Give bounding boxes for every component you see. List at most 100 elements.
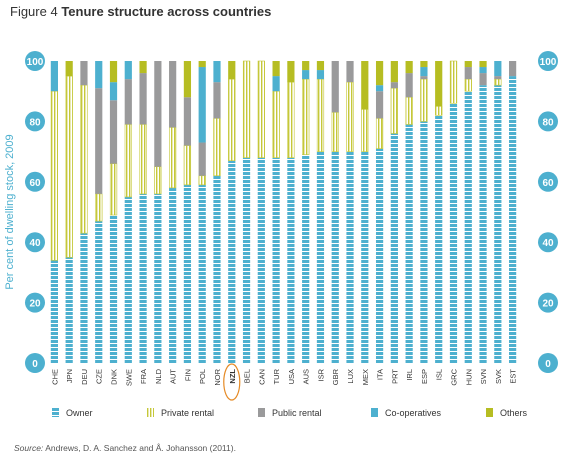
bar-segment-others-fra (139, 61, 147, 74)
bar-segment-private-rental-prt (390, 88, 398, 134)
bar-segment-private-rental-fin (183, 145, 192, 185)
category-label-nzl: NZL (228, 369, 237, 384)
category-label-che: CHE (50, 369, 59, 385)
bar-segment-private-rental-nzl (228, 79, 236, 161)
bar-segment-private-rental-irl (405, 97, 413, 125)
bar-segment-public-rental-esp (420, 76, 428, 80)
tick-bubble (538, 51, 558, 71)
category-label-irl: IRL (405, 369, 414, 381)
bar-segment-owner-isl (435, 115, 443, 363)
bar-segment-owner-prt (390, 133, 398, 363)
bar-isr (316, 61, 325, 363)
bar-segment-owner-fin (183, 184, 192, 363)
category-label-fra: FRA (139, 369, 148, 384)
tick-label: 40 (29, 238, 41, 249)
figure-title-text: Tenure structure across countries (61, 4, 272, 19)
tick-bubble (538, 111, 558, 132)
bar-lux (346, 61, 354, 363)
bar-segment-owner-lux (346, 151, 354, 363)
bar-segment-public-rental-dnk (109, 100, 118, 164)
category-label-dnk: DNK (110, 369, 119, 385)
category-label-pol: POL (198, 369, 207, 384)
bar-cze (95, 61, 103, 363)
bar-segment-private-rental-pol (198, 175, 206, 185)
legend-item-owner: Owner (52, 408, 93, 418)
legend-swatch (52, 408, 59, 417)
bar-segment-others-hun (464, 61, 472, 68)
tick-label: 40 (542, 238, 554, 249)
bar-prt (390, 61, 398, 363)
bar-segment-owner-can (257, 157, 265, 363)
bar-dnk (109, 61, 118, 363)
bar-segment-owner-grc (449, 103, 458, 363)
bar-segment-public-rental-pol (198, 142, 206, 176)
bar-fin (183, 61, 192, 363)
y-axis-title: Per cent of dwelling stock, 2009 (4, 134, 16, 289)
bar-fra (139, 61, 147, 363)
bar-segment-owner-fra (139, 193, 147, 363)
category-label-hun: HUN (464, 369, 473, 385)
category-label-grc: GRC (449, 368, 458, 385)
bar-segment-owner-pol (198, 184, 206, 363)
tick-bubble (25, 111, 45, 132)
bar-segment-private-rental-aut (169, 127, 177, 188)
bar-nzl (228, 61, 236, 363)
bar-segment-co-operatives-swe (124, 61, 132, 80)
bar-segment-public-rental-lux (346, 61, 354, 83)
right-tick-60: 60 (538, 171, 558, 192)
category-label-cze: CZE (95, 369, 104, 384)
bar-hun (464, 61, 472, 363)
bar-segment-owner-nzl (228, 160, 236, 363)
bar-segment-owner-gbr (331, 151, 339, 363)
bar-segment-co-operatives-svk (494, 61, 502, 77)
left-tick-100: 100 (25, 51, 45, 71)
category-label-bel: BEL (243, 369, 252, 383)
bar-segment-co-operatives-tur (272, 76, 280, 92)
legend-item-public-rental: Public rental (258, 408, 322, 418)
bar-segment-private-rental-svk (494, 79, 502, 86)
category-label-fin: FIN (183, 369, 192, 381)
bar-segment-others-esp (420, 61, 428, 68)
legend-item-others: Others (486, 408, 528, 418)
bar-deu (80, 61, 88, 363)
tick-bubble (25, 232, 45, 253)
bar-segment-others-tur (272, 61, 280, 77)
legend-label: Co-operatives (385, 408, 442, 418)
bar-pol (198, 61, 206, 363)
bar-segment-owner-isr (316, 151, 325, 363)
bar-segment-owner-aut (169, 187, 177, 363)
bar-segment-public-rental-gbr (331, 61, 339, 113)
tick-bubble (538, 292, 558, 313)
category-label-jpn: JPN (65, 369, 74, 383)
bar-bel (242, 60, 251, 363)
bar-segment-owner-est (509, 76, 517, 363)
bar-segment-others-prt (390, 61, 398, 83)
tick-label: 100 (540, 57, 557, 68)
bar-usa (287, 61, 295, 363)
bar-segment-private-rental-esp (420, 79, 428, 122)
category-label-svn: SVN (479, 369, 488, 384)
figure-number: Figure 4 (10, 4, 58, 19)
bar-segment-private-rental-isl (435, 106, 443, 116)
right-tick-80: 80 (538, 111, 558, 132)
bar-segment-public-rental-aut (169, 61, 177, 128)
bar-segment-public-rental-nld (154, 61, 162, 167)
right-tick-20: 20 (538, 292, 558, 313)
bar-segment-private-rental-cze (95, 193, 103, 222)
bar-tur (272, 61, 280, 363)
bar-segment-owner-bel (242, 157, 251, 363)
tick-bubble (538, 171, 558, 192)
bar-segment-co-operatives-dnk (109, 82, 118, 101)
bar-segment-public-rental-swe (124, 79, 132, 125)
bar-esp (420, 61, 428, 364)
category-label-swe: SWE (124, 369, 133, 386)
bar-segment-owner-aus (302, 154, 310, 363)
bar-svk (494, 61, 502, 363)
bar-segment-owner-cze (95, 221, 103, 363)
bar-segment-private-rental-aus (302, 79, 310, 155)
left-tick-0: 0 (25, 353, 45, 373)
legend-swatch (371, 408, 378, 417)
bar-segment-private-rental-lux (346, 82, 354, 152)
bar-nor (213, 61, 221, 363)
category-label-nor: NOR (213, 368, 222, 385)
